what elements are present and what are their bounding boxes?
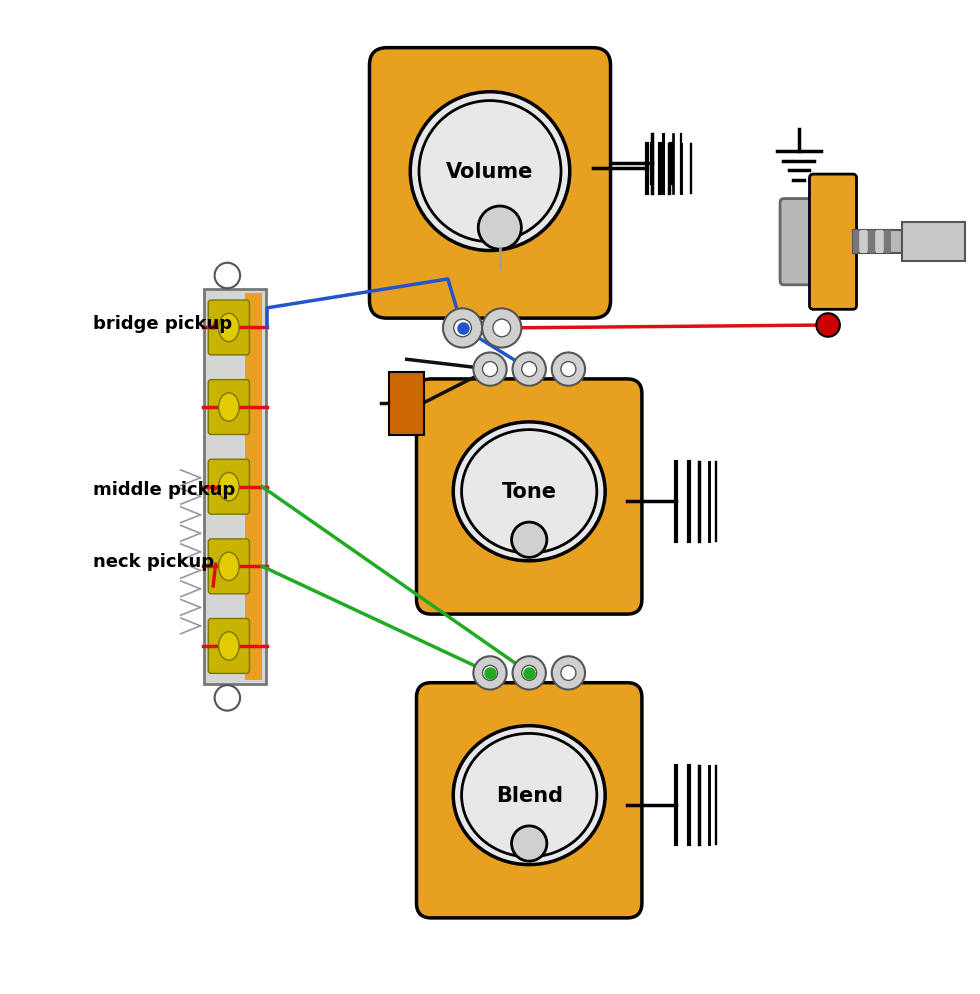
Circle shape: [552, 353, 585, 387]
FancyBboxPatch shape: [369, 49, 611, 319]
Text: Tone: Tone: [502, 482, 557, 502]
Circle shape: [454, 320, 471, 337]
Bar: [876, 231, 883, 254]
FancyBboxPatch shape: [780, 200, 822, 285]
Bar: [860, 231, 867, 254]
Ellipse shape: [411, 92, 569, 251]
Circle shape: [816, 314, 840, 337]
FancyBboxPatch shape: [416, 380, 642, 614]
Bar: [245, 294, 263, 681]
Ellipse shape: [453, 422, 606, 562]
Circle shape: [512, 826, 547, 861]
Circle shape: [493, 320, 511, 337]
FancyBboxPatch shape: [208, 301, 249, 356]
Circle shape: [513, 353, 546, 387]
Circle shape: [443, 309, 482, 348]
Circle shape: [521, 666, 537, 681]
FancyBboxPatch shape: [208, 619, 249, 674]
Circle shape: [512, 523, 547, 558]
Circle shape: [482, 666, 498, 681]
Ellipse shape: [219, 473, 239, 501]
FancyBboxPatch shape: [208, 460, 249, 515]
Circle shape: [215, 686, 240, 711]
Bar: [884, 231, 891, 254]
Ellipse shape: [219, 314, 239, 342]
FancyBboxPatch shape: [389, 373, 424, 435]
Ellipse shape: [419, 101, 561, 243]
Bar: [853, 231, 859, 254]
Ellipse shape: [219, 394, 239, 421]
Ellipse shape: [219, 632, 239, 660]
Circle shape: [561, 362, 576, 377]
Circle shape: [552, 657, 585, 690]
FancyBboxPatch shape: [204, 290, 266, 685]
Bar: [868, 231, 875, 254]
FancyBboxPatch shape: [809, 175, 857, 310]
Text: Blend: Blend: [496, 785, 563, 805]
Ellipse shape: [462, 734, 597, 857]
Text: Volume: Volume: [446, 162, 534, 182]
Circle shape: [513, 657, 546, 690]
Text: bridge pickup: bridge pickup: [93, 314, 232, 332]
Circle shape: [561, 666, 576, 681]
Ellipse shape: [453, 726, 606, 865]
Circle shape: [215, 263, 240, 289]
Circle shape: [473, 657, 507, 690]
Text: middle pickup: middle pickup: [93, 480, 235, 498]
Ellipse shape: [462, 430, 597, 554]
FancyBboxPatch shape: [208, 540, 249, 594]
Circle shape: [521, 362, 537, 377]
Circle shape: [482, 309, 521, 348]
Circle shape: [473, 353, 507, 387]
Ellipse shape: [219, 553, 239, 580]
FancyBboxPatch shape: [416, 683, 642, 918]
Circle shape: [482, 362, 498, 377]
Bar: [853, 231, 902, 254]
FancyBboxPatch shape: [208, 381, 249, 435]
Bar: [902, 223, 965, 262]
Text: neck pickup: neck pickup: [93, 553, 215, 571]
Circle shape: [478, 207, 521, 249]
